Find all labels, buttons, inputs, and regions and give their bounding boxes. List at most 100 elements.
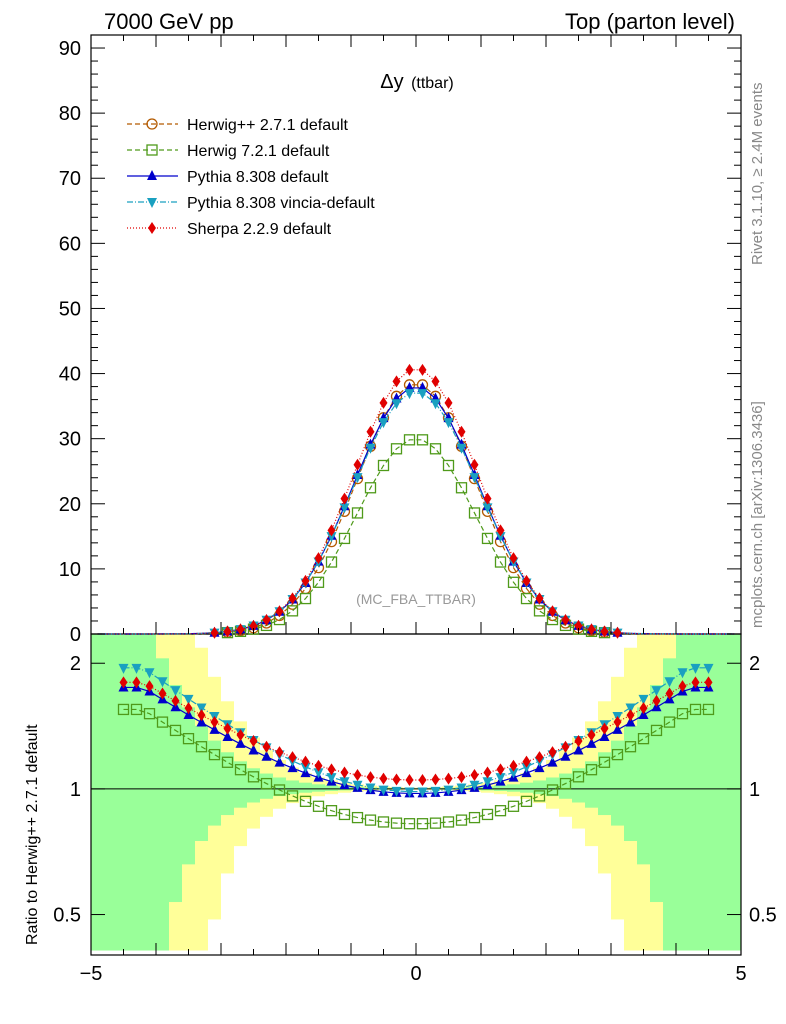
marker-diamond [561,740,570,753]
marker-diamond [600,722,609,735]
band-inner [494,785,507,791]
marker-diamond [535,751,544,764]
marker-square [429,817,442,829]
marker-square [117,703,130,716]
marker-diamond [431,773,440,786]
marker-square [260,777,273,790]
marker-diamond [470,458,479,471]
marker-diamond [496,763,505,776]
marker-diamond [405,773,414,786]
xtick-label: −5 [80,963,103,985]
legend-label: Herwig++ 2.7.1 default [187,117,349,134]
band-inner [312,784,325,792]
ytick-label-main: 90 [59,38,81,60]
marker-triangle-down [469,473,480,484]
band-inner [117,634,130,951]
chart-title-main: Δy [380,71,403,93]
marker-square [429,443,442,455]
marker-square [403,818,416,830]
marker-triangle-down [147,198,157,208]
marker-triangle-down [404,389,415,400]
marker-square [416,434,429,446]
marker-square [351,507,364,519]
band-inner [624,725,637,841]
marker-diamond [444,396,453,409]
band-inner [715,634,728,951]
marker-diamond [457,771,466,784]
marker-diamond [613,626,622,639]
marker-diamond [587,728,596,741]
marker-diamond [379,396,388,409]
marker-triangle-up [586,737,597,748]
marker-triangle-down [495,773,506,784]
marker-square [455,814,468,826]
marker-diamond [392,375,401,388]
marker-diamond [600,625,609,638]
band-inner [637,707,650,865]
band-inner [559,773,572,799]
marker-triangle-up [534,762,545,773]
marker-square [325,805,338,817]
marker-square [689,703,702,716]
marker-square [143,708,156,720]
chart-title: Δy (ttbar) [380,71,453,93]
marker-square [247,771,260,783]
marker-diamond [288,751,297,764]
marker-diamond [145,680,154,693]
marker-diamond [353,769,362,782]
legend-label: Herwig 7.2.1 default [187,143,330,160]
ytick-label-ratio: 0.5 [53,905,81,927]
marker-square [520,592,533,605]
marker-triangle-down [456,443,467,454]
marker-triangle-down [508,768,519,779]
band-inner [247,768,260,803]
marker-square [442,816,455,828]
marker-square [455,482,468,494]
marker-triangle-down [313,768,324,779]
ratio-line [123,667,709,793]
marker-triangle-down [404,787,415,798]
marker-square [286,605,299,617]
marker-square [390,443,403,455]
chart-title-sub: (ttbar) [411,75,454,92]
marker-triangle-down [495,532,506,543]
band-inner [195,725,208,841]
marker-square [676,708,689,720]
marker-diamond [327,763,336,776]
ytick-label-ratio-right: 2 [749,653,760,675]
marker-diamond [509,552,518,565]
marker-diamond [626,709,635,722]
marker-diamond [665,687,674,700]
marker-triangle-down [352,780,363,791]
marker-square [650,724,663,737]
marker-diamond [275,605,284,618]
band-inner [169,684,182,903]
marker-diamond [470,769,479,782]
marker-square [325,556,338,568]
marker-diamond [249,619,258,632]
marker-square [299,592,312,605]
marker-square [312,800,325,812]
marker-diamond [340,492,349,505]
marker-diamond [639,702,648,715]
legend-entry: Herwig++ 2.7.1 default [127,117,349,134]
band-inner [299,782,312,793]
marker-square [702,703,715,716]
ytick-label-ratio-right: 1 [749,779,760,801]
marker-diamond [418,363,427,376]
marker-triangle-down [144,668,155,679]
legend-label: Pythia 8.308 default [187,169,329,186]
marker-diamond [587,623,596,636]
marker-diamond [171,694,180,707]
marker-diamond [457,425,466,438]
band-inner [572,768,585,803]
marker-triangle-up [209,723,220,734]
marker-triangle-down [664,677,675,688]
marker-square [507,576,520,588]
marker-triangle-down [625,703,636,714]
ytick-label-ratio: 1 [70,779,81,801]
xtick-label: 5 [735,963,746,985]
marker-triangle-down [677,668,688,679]
marker-square [598,756,611,768]
marker-diamond [314,552,323,565]
